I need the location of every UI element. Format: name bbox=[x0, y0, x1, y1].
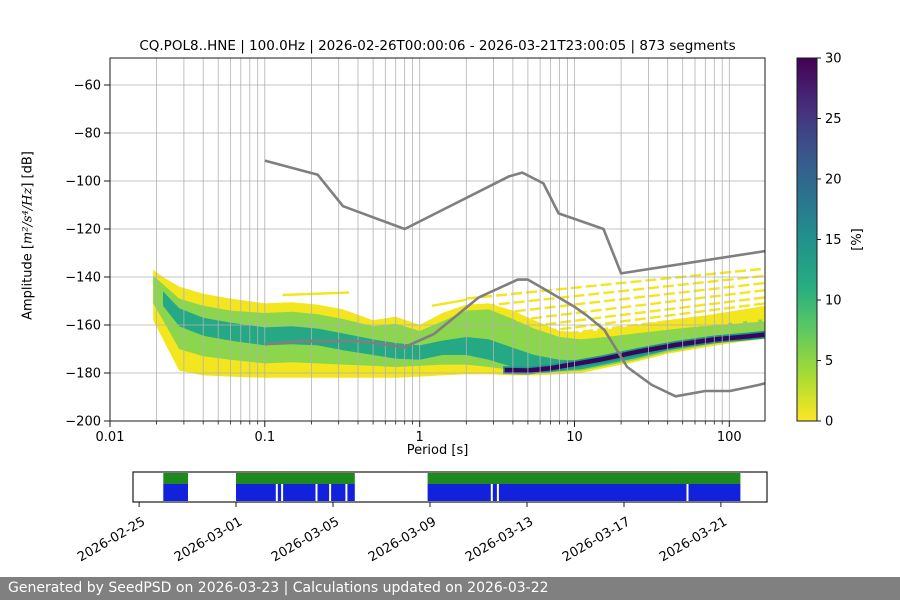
ppsd-streak bbox=[516, 289, 765, 322]
plot-title: CQ.POL8..HNE | 100.0Hz | 2026-02-26T00:0… bbox=[139, 38, 736, 54]
x-tick-label: 1 bbox=[416, 430, 424, 445]
timeline-gap bbox=[315, 484, 318, 501]
y-axis: −60 −80 −100 −120 −140 −160 −180 −200 bbox=[65, 79, 110, 430]
timeline-date-label: 2026-02-25 bbox=[75, 514, 148, 565]
timeline-gap bbox=[686, 484, 689, 501]
y-tick-label: −160 bbox=[65, 319, 101, 334]
y-tick-label: −140 bbox=[65, 271, 101, 286]
ppsd-streak bbox=[567, 308, 765, 335]
colorbar-tick-label: 0 bbox=[825, 415, 833, 430]
ppsd-streak bbox=[483, 274, 765, 307]
ppsd-streak bbox=[282, 291, 350, 297]
timeline-gap bbox=[345, 484, 348, 501]
timeline-date-label: 2026-03-17 bbox=[560, 514, 633, 565]
timeline-date-label: 2026-03-13 bbox=[463, 514, 536, 565]
y-tick-label: −100 bbox=[65, 175, 101, 190]
colorbar-tick-label: 15 bbox=[825, 233, 842, 248]
x-axis-label: Period [s] bbox=[406, 443, 469, 458]
noise-model-high-line bbox=[264, 159, 765, 275]
colorbar-tick-label: 20 bbox=[825, 173, 842, 188]
noise-model-low-line bbox=[264, 278, 765, 398]
footer-text: Generated by SeedPSD on 2026-03-23 | Cal… bbox=[8, 580, 549, 596]
timeline-gap bbox=[275, 484, 278, 501]
ppsd-streak bbox=[627, 319, 765, 333]
colorbar bbox=[796, 57, 818, 422]
timeline-frame bbox=[132, 471, 768, 503]
x-tick-label: 0.01 bbox=[96, 430, 125, 445]
timeline-segment-blue bbox=[427, 484, 741, 501]
grid-lines bbox=[109, 58, 765, 422]
timeline: 2026-02-25 2026-03-01 2026-03-05 2026-03-09… bbox=[75, 471, 768, 565]
timeline-date-label: 2026-03-01 bbox=[172, 514, 245, 565]
ppsd-band-high-density bbox=[163, 291, 765, 372]
y-tick-label: −120 bbox=[65, 223, 101, 238]
y-tick-label: −60 bbox=[74, 79, 101, 94]
colorbar-tick-label: 10 bbox=[825, 294, 842, 309]
y-tick-label: −180 bbox=[65, 367, 101, 382]
timeline-segment-blue bbox=[163, 484, 188, 501]
timeline-segment-blue bbox=[236, 484, 355, 501]
ppsd-streak bbox=[545, 302, 765, 333]
ppsd-band-mid-density bbox=[153, 275, 765, 373]
timeline-date-label: 2026-03-09 bbox=[366, 514, 439, 565]
timeline-date-label: 2026-03-05 bbox=[269, 514, 342, 565]
x-tick-label: 100 bbox=[717, 430, 742, 445]
ppsd-streak bbox=[431, 298, 467, 307]
timeline-segment-green bbox=[427, 473, 741, 484]
timeline-gap bbox=[490, 484, 493, 501]
colorbar-axis: 0 5 10 15 20 25 30 [%] bbox=[817, 52, 865, 430]
timeline-segment-green bbox=[163, 473, 188, 484]
colorbar-label: [%] bbox=[850, 228, 865, 251]
footer-bar: Generated by SeedPSD on 2026-03-23 | Cal… bbox=[0, 577, 900, 600]
x-axis: 0.01 0.1 1 10 100 bbox=[96, 421, 742, 445]
x-tick-label: 10 bbox=[566, 430, 583, 445]
timeline-date-label: 2026-03-21 bbox=[657, 514, 730, 565]
colorbar-tick-label: 25 bbox=[825, 112, 842, 127]
timeline-gap bbox=[281, 484, 284, 501]
colorbar-tick-label: 5 bbox=[825, 354, 833, 369]
ppsd-band-peak-density bbox=[503, 330, 765, 375]
timeline-gap bbox=[329, 484, 332, 501]
x-tick-label: 0.1 bbox=[254, 430, 275, 445]
y-tick-label: −200 bbox=[65, 415, 101, 430]
plot-frame bbox=[109, 57, 766, 422]
colorbar-tick-label: 30 bbox=[825, 52, 842, 67]
timeline-segment-green bbox=[236, 473, 355, 484]
ppsd-streak bbox=[466, 267, 765, 300]
ppsd-streak bbox=[530, 296, 765, 328]
timeline-gap bbox=[496, 484, 499, 501]
y-tick-label: −80 bbox=[74, 127, 101, 142]
